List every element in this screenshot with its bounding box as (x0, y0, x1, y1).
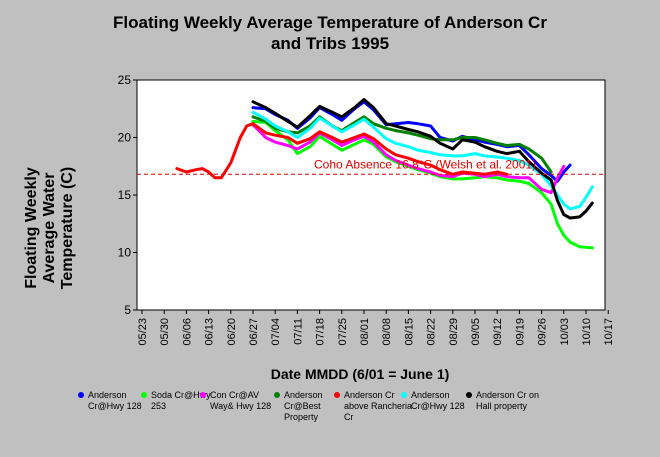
x-tick-label: 08/08 (381, 318, 393, 346)
legend-label: Anderson Cr@Best Property (284, 390, 323, 422)
legend-label: Anderson Cr@Hwy 128 (411, 390, 465, 411)
x-tick-label: 05/23 (137, 318, 149, 346)
chart-title-line-2: and Tribs 1995 (270, 34, 390, 53)
series-line-4 (251, 115, 553, 174)
x-tick-label: 07/18 (315, 318, 327, 346)
legend-label: Anderson Cr on Hall property (476, 390, 540, 411)
legend-swatch (274, 392, 280, 398)
x-tick-label: 05/30 (159, 318, 171, 346)
x-tick-label: 10/10 (581, 318, 593, 346)
x-axis-label: Date MMDD (6/01 = June 1) (270, 366, 450, 382)
legend-swatch (200, 392, 206, 398)
x-tick-label: 09/19 (514, 318, 526, 346)
x-tick-label: 06/20 (226, 318, 238, 346)
legend-swatch (334, 392, 340, 398)
x-tick-label: 09/12 (492, 318, 504, 346)
x-tick-label: 09/05 (470, 318, 482, 346)
y-tick-label: 10 (118, 246, 132, 260)
x-tick-label: 07/11 (292, 318, 304, 345)
y-tick-label: 25 (118, 73, 132, 87)
reference-line-label: Coho Absence 16.8°C (Welsh et al. 2001) (314, 157, 536, 171)
x-tick-label: 07/04 (270, 318, 282, 346)
y-tick-label: 15 (118, 188, 132, 202)
legend-swatch (141, 392, 147, 398)
x-tick-label: 08/29 (448, 318, 460, 346)
x-tick-label: 06/27 (248, 318, 260, 346)
x-tick-label: 10/17 (603, 318, 615, 346)
y-tick-label: 20 (118, 131, 132, 145)
plot-area (136, 79, 606, 311)
chart-title: Floating Weekly Average Temperature of A… (0, 12, 660, 54)
chart-title-line-1: Floating Weekly Average Temperature of A… (113, 13, 547, 32)
x-tick-label: 06/13 (204, 318, 216, 346)
legend-label: Anderson Cr above Rancheria Cr (344, 390, 413, 422)
series-line-1 (251, 100, 572, 183)
x-tick-label: 08/15 (403, 318, 415, 346)
x-tick-label: 07/25 (337, 318, 349, 346)
legend-swatch (78, 392, 84, 398)
legend-swatch (401, 392, 407, 398)
x-tick-label: 06/06 (181, 318, 193, 346)
series-line-5 (175, 122, 509, 180)
legend-swatch (466, 392, 472, 398)
x-tick-label: 10/03 (559, 318, 571, 346)
x-tick-label: 09/26 (537, 318, 549, 346)
series-line-3 (251, 123, 566, 195)
y-tick-label: 5 (124, 303, 131, 317)
legend-label: Con Cr@AV Way& Hwy 128 (210, 390, 272, 411)
legend-label: Anderson Cr@Hwy 128 (88, 390, 142, 411)
series-line-7 (251, 98, 594, 220)
x-tick-label: 08/22 (426, 318, 438, 346)
x-tick-label: 08/01 (359, 318, 371, 346)
legend-label: Soda Cr@Hwy 253 (151, 390, 211, 411)
